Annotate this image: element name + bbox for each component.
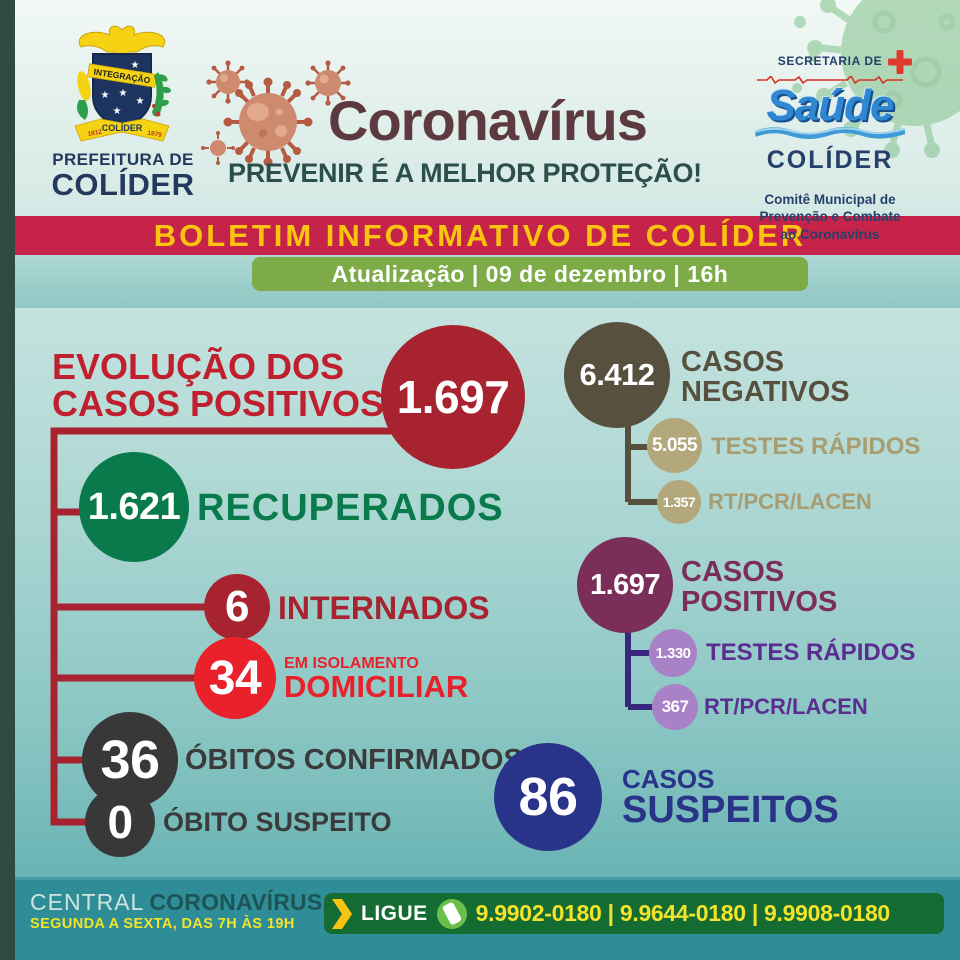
negative-cases-connectors [625,416,659,505]
saude-city: COLÍDER [766,145,894,174]
saude-wordmark: Saúde [766,81,894,130]
left-edge-strip [0,0,15,960]
recovered-label: RECUPERADOS [197,487,504,529]
laurel-ornament [152,72,171,117]
evolution-heading-line1: EVOLUÇÃO DOS [52,346,345,387]
positive-rapid-tests-circle: 1.330 [649,629,697,677]
corn-ornament [77,71,91,120]
city-coat-of-arms: ★★★ ★★★ ★ INTEGRAÇÃO 1812 COLÍDER [74,25,171,142]
update-box: Atualização | 09 de dezembro | 16h [252,257,808,291]
poster-tagline: PREVENIR É A MELHOR PROTEÇÃO! [228,158,702,188]
home-isolation-label-small: EM ISOLAMENTO [284,655,419,672]
suspected-cases-circle: 86 [494,743,602,851]
suspected-label-line1: CASOS [622,764,715,794]
positive-pcr-label: RT/PCR/LACEN [704,694,868,719]
negative-rapid-tests-label: TESTES RÁPIDOS [711,433,921,460]
negative-pcr-circle: 1.357 [657,480,701,524]
svg-text:★: ★ [113,106,122,117]
bulletin-title-banner: BOLETIM INFORMATIVO DE COLÍDER [0,216,960,255]
red-cross-icon [888,50,912,74]
bulletin-title: BOLETIM INFORMATIVO DE COLÍDER [153,217,807,253]
positive-cases-connectors [625,624,655,710]
committee-text: Comitê Municipal de Prevenção e Combate … [759,191,901,242]
phone-banner: LIGUE 9.9902-0180 | 9.9644-0180 | 9.9908… [324,893,944,934]
positive-cases-circle: 1.697 [577,537,673,633]
negative-pcr-label: RT/PCR/LACEN [708,489,872,514]
footer-bar: CENTRAL CORONAVÍRUS SEGUNDA A SEXTA, DAS … [0,877,960,960]
update-text: Atualização | 09 de dezembro | 16h [331,260,729,287]
prefeitura-line1: PREFEITURA DE [52,150,194,169]
recovered-circle: 1.621 [79,452,189,562]
ribbon-city: COLÍDER [102,123,143,133]
water-wave-icon [753,126,906,139]
negative-label-line2: NEGATIVOS [681,376,850,409]
evolution-tree-connectors [50,427,402,826]
total-positive-circle: 1.697 [381,325,525,469]
central-coronavirus-label: CORONAVÍRUS [149,889,323,915]
suspected-death-label: ÓBITO SUSPEITO [163,807,392,837]
phone-icon [436,898,467,929]
confirmed-deaths-circle: 36 [82,712,178,808]
positive-label-line1: CASOS [681,556,785,588]
prefeitura-wordmark: PREFEITURA DE COLÍDER [38,151,208,200]
coronavirus-illustration [201,60,351,167]
ribbon-year-left: 1812 [87,128,103,137]
positive-rapid-tests-label: TESTES RÁPIDOS [706,639,916,666]
call-center-info: CENTRAL CORONAVÍRUS SEGUNDA A SEXTA, DAS … [30,891,322,932]
positive-pcr-circle: 367 [652,684,698,730]
positive-label-line2: POSITIVOS [681,586,838,619]
suspected-label-line2: SUSPEITOS [622,789,839,831]
evolution-heading: EVOLUÇÃO DOS CASOS POSITIVOS [52,346,385,424]
svg-text:★: ★ [136,96,145,107]
svg-text:★: ★ [101,90,110,101]
prefeitura-line2: COLÍDER [51,167,195,202]
ribbon-year-right: 1979 [147,130,163,139]
poster-title: Coronavírus [328,89,648,152]
negative-rapid-tests-circle: 5.055 [647,418,702,473]
health-secretariat-logo: SECRETARIA DE Saúde COLÍDER Comitê Munic… [742,50,918,243]
negative-cases-label: CASOS NEGATIVOS [681,347,850,408]
ribbon: 1812 COLÍDER 1979 [74,118,170,142]
ligue-label: LIGUE [361,901,428,925]
heartbeat-line-icon [757,74,903,85]
evolution-heading-line2: CASOS POSITIVOS [52,382,385,424]
opening-hours: SEGUNDA A SEXTA, DAS 7H ÀS 19H [30,916,295,932]
chevron-right-icon [332,898,352,929]
svg-text:★: ★ [131,60,140,71]
positive-cases-label: CASOS POSITIVOS [681,557,837,618]
hospitalized-circle: 6 [204,574,270,640]
central-label: CENTRAL [30,889,145,915]
svg-text:★: ★ [119,88,128,99]
secretaria-de-label: SECRETARIA DE [777,54,883,68]
home-isolation-label-big: DOMICILIAR [284,669,469,704]
home-isolation-circle: 34 [194,637,276,719]
confirmed-deaths-label: ÓBITOS CONFIRMADOS [185,744,523,776]
hospitalized-label: INTERNADOS [278,590,490,626]
negative-label-line1: CASOS [681,346,785,378]
suspected-death-circle: 0 [85,787,155,857]
phone-numbers: 9.9902-0180 | 9.9644-0180 | 9.9908-0180 [475,900,891,926]
negative-cases-circle: 6.412 [564,322,670,428]
